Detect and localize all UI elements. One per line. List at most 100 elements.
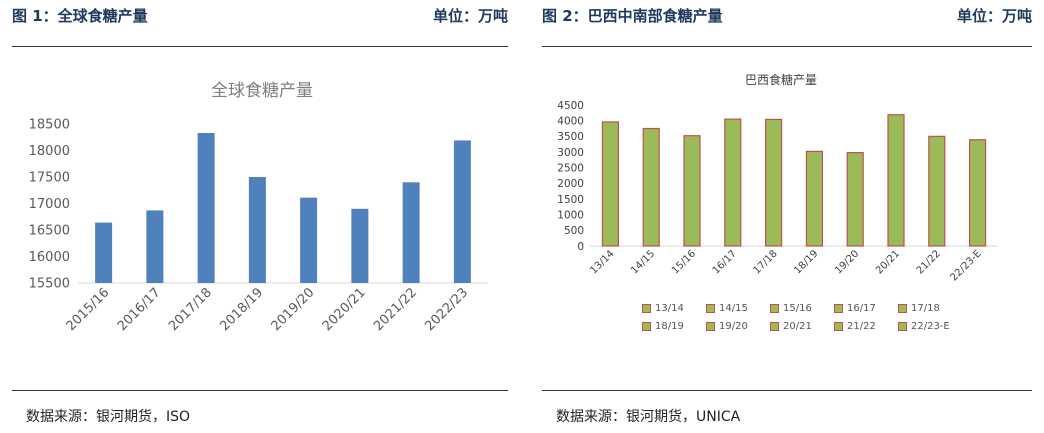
legend-swatch	[706, 304, 715, 313]
legend-item: 19/20	[706, 321, 770, 332]
x-tick-label: 20/21	[874, 248, 902, 276]
bar-2022/23	[453, 140, 471, 283]
legend-label: 20/21	[783, 321, 812, 332]
figure-2-unit: 单位：万吨	[956, 7, 1032, 25]
bar-15/16	[683, 135, 701, 247]
brazil-sugar-chart: 巴西食糖产量 0 500 1000 1500 2000 2500 3000 3500 4000 4…	[557, 72, 998, 284]
legend-item: 16/17	[834, 303, 898, 314]
y-tick-label: 1500	[557, 194, 584, 206]
x-tick-label: 2021/22	[371, 285, 420, 334]
legend-label: 13/14	[655, 303, 684, 314]
bar-21/22	[928, 135, 946, 247]
chart-1-title: 全球食糖产量	[211, 81, 313, 101]
legend-item: 20/21	[770, 321, 834, 332]
x-tick-label: 22/23-E	[949, 248, 984, 283]
legend-swatch	[770, 322, 779, 331]
legend-swatch	[706, 322, 715, 331]
x-tick-label: 16/17	[711, 248, 739, 276]
bar-2017/18	[197, 133, 215, 283]
y-tick-label: 1000	[557, 209, 584, 221]
y-tick-label: 17000	[29, 197, 70, 212]
x-tick-label: 18/19	[792, 248, 820, 276]
legend-item: 17/18	[898, 303, 962, 314]
bar-13/14	[601, 121, 620, 247]
x-tick-label: 2018/19	[217, 285, 266, 334]
chart-2-legend: 13/14 14/15 15/16 16/17 17/18 18/19 19/20 20/21…	[642, 303, 962, 332]
y-tick-label: 15500	[29, 277, 70, 292]
y-tick-label: 0	[577, 241, 584, 253]
legend-swatch	[834, 304, 843, 313]
figure-1-panel: 图 1：全球食糖产量 单位：万吨 全球食糖产量 15500 16000 16500 1…	[0, 0, 520, 433]
y-tick-label: 16000	[29, 250, 70, 265]
bar-22/23-E	[969, 139, 987, 247]
legend-swatch	[642, 322, 651, 331]
x-tick-label: 21/22	[915, 248, 943, 276]
legend-label: 16/17	[847, 303, 876, 314]
bar-18/19	[805, 150, 823, 247]
legend-swatch	[770, 304, 779, 313]
figure-1-source: 数据来源：银河期货，ISO	[26, 409, 191, 425]
x-tick-label: 17/18	[752, 248, 780, 276]
legend-label: 22/23-E	[911, 321, 950, 332]
x-tick-label: 2015/16	[64, 285, 113, 334]
x-tick-label: 2017/18	[166, 285, 215, 334]
x-tick-label: 2020/21	[320, 285, 369, 334]
chart-2-title: 巴西食糖产量	[745, 72, 817, 87]
x-tick-label: 15/16	[670, 248, 698, 276]
legend-swatch	[834, 322, 843, 331]
legend-item: 22/23-E	[898, 321, 962, 332]
figure-1-title: 图 1：全球食糖产量	[12, 7, 148, 25]
figure-2-title: 图 2：巴西中南部食糖产量	[542, 7, 723, 25]
bar-19/20	[846, 152, 864, 247]
y-tick-label: 16500	[29, 224, 70, 239]
y-tick-label: 4500	[557, 100, 584, 112]
legend-swatch	[898, 322, 907, 331]
legend-label: 18/19	[655, 321, 684, 332]
legend-item: 14/15	[706, 303, 770, 314]
y-tick-label: 500	[564, 225, 584, 237]
figure-1-bottom-rule	[12, 390, 508, 391]
bar-2021/22	[402, 182, 420, 283]
y-tick-label: 2000	[557, 178, 584, 190]
legend-item: 15/16	[770, 303, 834, 314]
y-tick-label: 3500	[557, 131, 584, 143]
figure-2-top-rule	[542, 46, 1032, 47]
figure-1-top-rule	[12, 46, 508, 47]
legend-item: 13/14	[642, 303, 706, 314]
bar-2019/20	[300, 197, 318, 283]
y-tick-label: 18000	[29, 144, 70, 159]
bar-2020/21	[351, 208, 369, 283]
figure-2-header: 图 2：巴西中南部食糖产量 单位：万吨	[542, 5, 1032, 29]
legend-swatch	[898, 304, 907, 313]
legend-swatch	[642, 304, 651, 313]
legend-label: 14/15	[719, 303, 748, 314]
x-tick-label: 2019/20	[269, 285, 318, 334]
figure-1-unit: 单位：万吨	[432, 7, 508, 25]
x-tick-label: 14/15	[629, 248, 657, 276]
figure-1-header: 图 1：全球食糖产量 单位：万吨	[12, 5, 508, 29]
bar-20/21	[887, 114, 905, 247]
x-tick-label: 19/20	[833, 248, 861, 276]
bar-2016/17	[146, 210, 164, 283]
bar-16/17	[724, 118, 742, 247]
bar-17/18	[765, 118, 783, 247]
y-tick-label: 18500	[29, 118, 70, 133]
global-sugar-chart: 全球食糖产量 15500 16000 16500 17000 17500 18000 185…	[29, 81, 488, 334]
bar-2015/16	[95, 222, 113, 283]
legend-label: 15/16	[783, 303, 812, 314]
x-tick-label: 13/14	[588, 248, 616, 276]
legend-item: 18/19	[642, 321, 706, 332]
bar-2018/19	[248, 177, 266, 283]
bar-14/15	[642, 127, 660, 247]
x-tick-label: 2022/23	[422, 285, 471, 334]
y-tick-label: 4000	[557, 115, 584, 127]
legend-item: 21/22	[834, 321, 898, 332]
y-tick-label: 17500	[29, 171, 70, 186]
legend-label: 21/22	[847, 321, 876, 332]
figure-2-source: 数据来源：银河期货，UNICA	[556, 409, 741, 425]
legend-label: 19/20	[719, 321, 748, 332]
legend-label: 17/18	[911, 303, 940, 314]
y-tick-label: 2500	[557, 162, 584, 174]
y-tick-label: 3000	[557, 147, 584, 159]
x-tick-label: 2016/17	[115, 285, 164, 334]
